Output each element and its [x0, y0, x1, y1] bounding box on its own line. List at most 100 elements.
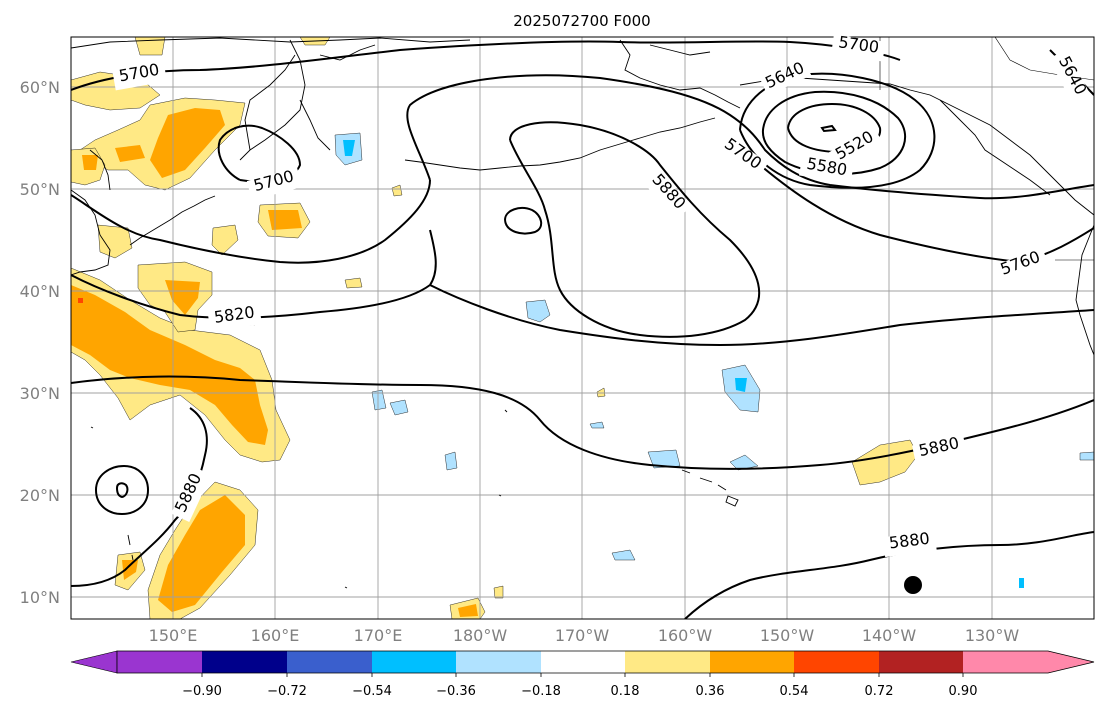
- coast-bc: [939, 99, 1051, 196]
- contour-label: 5880: [888, 529, 931, 553]
- shade-blue-11: [1079, 451, 1094, 461]
- contour-5880-bottom: [684, 531, 1094, 619]
- colorbar-tick-label: 0.72: [865, 684, 894, 699]
- colorbar-segment: [202, 651, 287, 673]
- coast-aleutians: [404, 117, 716, 171]
- contour-typhoon-ring: [94, 464, 150, 516]
- shade-blue-3-dark: [735, 378, 747, 392]
- colorbar: −0.90 −0.72 −0.54 −0.36 −0.18 0.18 0.36 …: [70, 650, 1095, 699]
- lat-label: 40°N: [20, 282, 60, 301]
- shade-sm-3: [596, 387, 606, 398]
- shade-42n-cell-orange: [165, 280, 200, 315]
- shade-kamchatka-orange-2: [115, 145, 145, 162]
- lat-label: 10°N: [20, 588, 60, 607]
- colorbar-segment: [287, 651, 372, 673]
- shade-west-band-red: [78, 298, 83, 303]
- latitude-labels: 60°N 50°N 40°N 30°N 20°N 10°N: [20, 78, 60, 607]
- contour-low-3: [787, 102, 882, 154]
- colorbar-tick-label: −0.36: [436, 684, 476, 699]
- contour-5880-small-loop: [504, 207, 543, 235]
- shade-blue-5: [389, 399, 409, 416]
- shade-blue-8: [444, 451, 458, 471]
- shade-top-strip: [134, 37, 166, 56]
- lon-label: 160°E: [251, 626, 300, 645]
- shade-south-cell-orange: [158, 495, 245, 612]
- longitude-labels: 150°E 160°E 170°E 180°W 170°W 160°W 150°…: [149, 626, 1020, 645]
- lat-label: 20°N: [20, 486, 60, 505]
- map-area: [70, 36, 1095, 620]
- colorbar-segment: [372, 651, 456, 673]
- contour-5760: [759, 164, 1094, 264]
- shade-blue-12: [1019, 578, 1024, 588]
- lon-label: 180°W: [453, 626, 508, 645]
- coast-japan: [71, 149, 111, 276]
- colorbar-segment: [456, 651, 541, 673]
- lat-label: 50°N: [20, 180, 60, 199]
- contour-5880-south: [71, 407, 208, 587]
- contour-5880-inner: [509, 121, 761, 338]
- shade-blue-9: [611, 549, 636, 561]
- colorbar-tick-label: 0.90: [949, 684, 978, 699]
- colorbar-segment: [625, 651, 710, 673]
- map-title: 2025072700 F000: [513, 12, 650, 30]
- colorbar-ticks: [201, 673, 964, 677]
- map-frame: [70, 36, 1095, 620]
- coast-alaska-west: [619, 39, 741, 109]
- contour-5820: [71, 229, 1094, 347]
- contour-label-group: 5700 5700 5700 5640 5520 5580 5640 5700 …: [112, 32, 1091, 558]
- contour-low-2: [761, 90, 907, 175]
- lon-label: 170°W: [555, 626, 610, 645]
- shade-blue-2: [525, 299, 551, 323]
- shade-blue-1-dark: [343, 140, 355, 156]
- lon-label: 150°E: [149, 626, 198, 645]
- shade-east-cell: [851, 439, 919, 486]
- colorbar-tick-label: 0.54: [780, 684, 809, 699]
- lon-label: 130°W: [965, 626, 1020, 645]
- colorbar-outline: [116, 650, 1095, 674]
- lon-label: 140°W: [862, 626, 917, 645]
- lon-label: 150°W: [760, 626, 815, 645]
- coast-marianas: [127, 534, 134, 561]
- shade-blue-6: [647, 449, 681, 469]
- lon-label: 170°E: [354, 626, 403, 645]
- shade-west-band-orange: [71, 285, 268, 445]
- shade-blue-4: [371, 389, 387, 411]
- lat-label: 60°N: [20, 78, 60, 97]
- shade-bottom-cell-2: [493, 585, 504, 599]
- colorbar-extend-max: [963, 651, 1094, 673]
- colorbar-segment: [879, 651, 963, 673]
- shade-mid-cell-orange: [268, 210, 302, 230]
- lon-label: 160°W: [658, 626, 713, 645]
- coast-us-west: [1075, 224, 1094, 356]
- shade-south-small-orange: [122, 560, 138, 580]
- colorbar-tick-label: 0.18: [611, 684, 640, 699]
- coast-alaska-south: [739, 77, 1094, 216]
- shade-blue-7: [729, 454, 759, 471]
- colorbar-tick-label: 0.36: [696, 684, 725, 699]
- negative-shading: [334, 132, 1094, 588]
- shade-japan-north-orange: [82, 155, 98, 170]
- colorbar-segment: [117, 651, 202, 673]
- colorbar-segment: [541, 651, 625, 673]
- location-marker: [904, 576, 922, 594]
- colorbar-extend-min: [70, 650, 118, 674]
- colorbar-tick-label: −0.54: [352, 684, 392, 699]
- lat-label: 30°N: [20, 384, 60, 403]
- colorbar-tick-label: −0.72: [267, 684, 307, 699]
- shade-kamchatka-orange: [150, 108, 225, 178]
- colorbar-segment: [794, 651, 879, 673]
- coastlines: [71, 37, 1094, 589]
- colorbar-segment: [710, 651, 794, 673]
- shade-mid-cell-2: [211, 224, 239, 256]
- shade-blue-10: [589, 421, 605, 429]
- shade-sm-1: [344, 277, 363, 289]
- contour-typhoon-center: [115, 482, 129, 499]
- shade-sm-2: [391, 184, 403, 197]
- coast-island-small: [90, 409, 508, 589]
- shade-bottom-cell-orange: [458, 604, 478, 617]
- coast-hawaii: [681, 469, 739, 507]
- colorbar-tick-label: −0.90: [182, 684, 222, 699]
- contour-5700-north: [71, 40, 901, 91]
- contour-low-center: [820, 124, 837, 133]
